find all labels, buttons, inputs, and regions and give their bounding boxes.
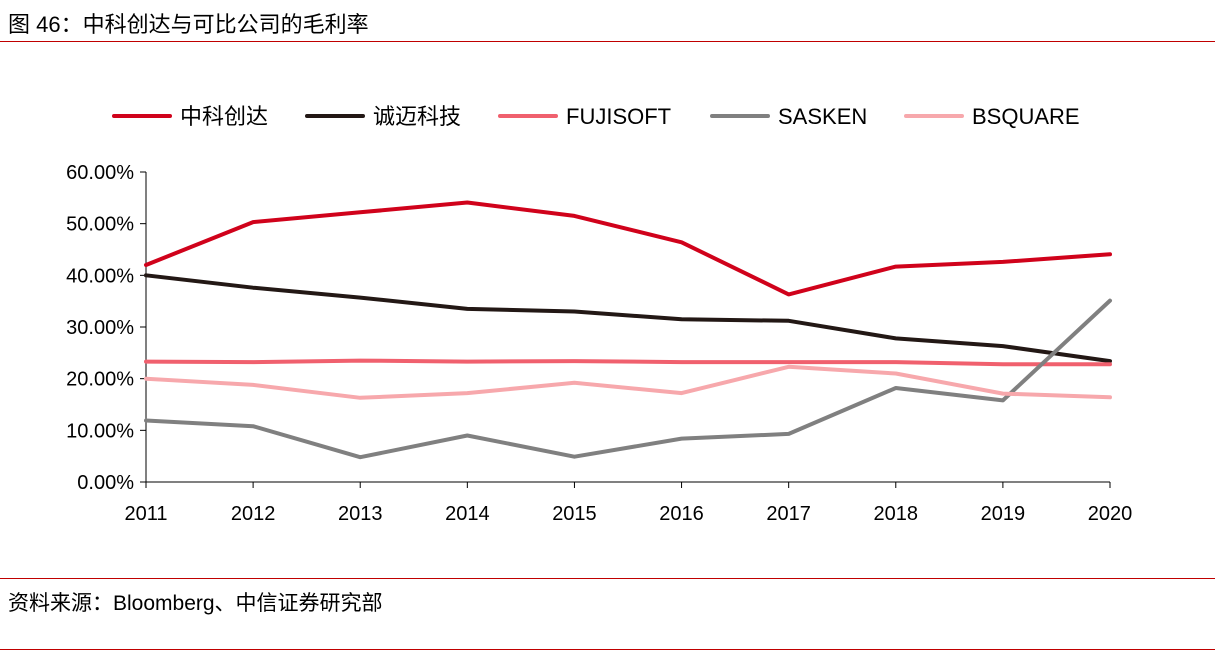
x-tick-label: 2016 (659, 503, 704, 525)
legend: 中科创达 诚迈科技 FUJISOFT SASKEN BSQUARE (112, 104, 1080, 129)
bottom-divider (0, 649, 1215, 650)
x-tick-label: 2019 (981, 503, 1026, 525)
source-divider (0, 578, 1215, 579)
x-tick-label: 2015 (552, 503, 597, 525)
y-tick-label: 10.00% (66, 420, 134, 442)
x-tick-label: 2017 (766, 503, 811, 525)
top-divider (0, 41, 1215, 42)
x-tick-label: 2013 (338, 503, 383, 525)
axes: 0.00% 10.00% 20.00% 30.00% 40.00% 50.00% 60.00… (66, 162, 1132, 525)
y-tick-label: 0.00% (77, 472, 134, 494)
x-tick-label: 2011 (124, 503, 167, 525)
y-tick-label: 50.00% (66, 214, 134, 236)
y-tick-label: 60.00% (66, 162, 134, 184)
series-line (144, 200, 1112, 297)
line-chart: 中科创达 诚迈科技 FUJISOFT SASKEN BSQUARE 0.00% 10.00… (66, 104, 1132, 525)
source-note: 资料来源：Bloomberg、中信证券研究部 (8, 592, 383, 615)
x-tick-label: 2020 (1088, 503, 1133, 525)
series-line (144, 358, 1112, 367)
series-line (144, 273, 1112, 364)
y-tick-label: 30.00% (66, 317, 134, 339)
y-tick-label: 20.00% (66, 369, 134, 391)
legend-label: SASKEN (778, 104, 867, 129)
legend-label: 中科创达 (180, 104, 268, 129)
y-tick-label: 40.00% (66, 265, 134, 287)
x-tick-label: 2012 (231, 503, 276, 525)
series-line (144, 364, 1112, 400)
figure-title: 图 46：中科创达与可比公司的毛利率 (8, 12, 369, 37)
series-lines (144, 200, 1112, 460)
x-tick-label: 2018 (874, 503, 919, 525)
legend-label: 诚迈科技 (373, 104, 461, 129)
x-tick-label: 2014 (445, 503, 490, 525)
legend-label: BSQUARE (972, 104, 1080, 129)
legend-label: FUJISOFT (566, 104, 671, 129)
series-line (144, 298, 1112, 460)
